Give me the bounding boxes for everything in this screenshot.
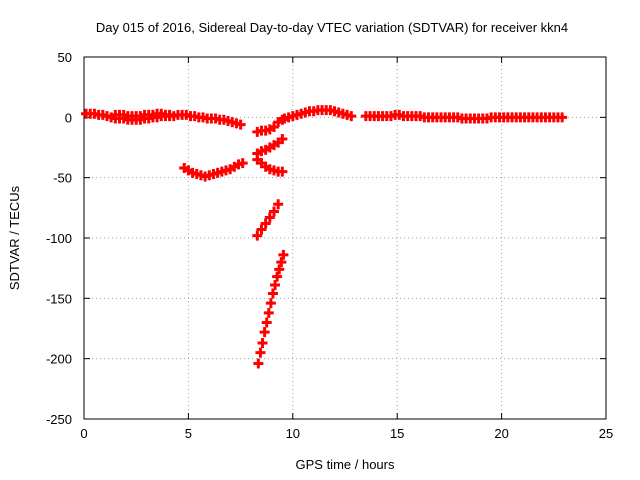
data-point: [274, 264, 285, 275]
series-2: [179, 158, 248, 182]
x-tick-label: 10: [286, 426, 300, 441]
series-1: [110, 108, 175, 122]
data-point: [260, 218, 271, 229]
y-tick-label: 0: [65, 110, 72, 125]
data-point: [252, 230, 263, 241]
series-9: [360, 109, 568, 124]
data-points: [81, 105, 568, 369]
data-point: [259, 327, 270, 338]
series-7: [253, 249, 289, 369]
x-tick-label: 25: [599, 426, 613, 441]
y-tick-label: -200: [46, 352, 72, 367]
data-point: [253, 358, 264, 369]
data-point: [257, 337, 268, 348]
series-8: [279, 105, 357, 124]
series-6: [252, 199, 284, 241]
data-point: [265, 298, 276, 309]
x-tick-label: 5: [185, 426, 192, 441]
chart-title: Day 015 of 2016, Sidereal Day-to-day VTE…: [96, 20, 568, 35]
data-point: [278, 249, 289, 260]
y-tick-label: 50: [58, 50, 72, 65]
data-point: [277, 166, 288, 177]
axis-ticks: 0 5 10 15 20 25 -250 -200 -150 -100 -50 0 50: [46, 50, 613, 441]
data-point: [276, 257, 287, 268]
y-axis-label: SDTVAR / TECUs: [7, 185, 22, 290]
data-point: [267, 288, 278, 299]
y-tick-label: -100: [46, 231, 72, 246]
data-point: [346, 111, 357, 122]
data-point: [235, 119, 246, 130]
x-axis-label: GPS time / hours: [296, 457, 395, 472]
data-point: [269, 206, 280, 217]
plot-frame: [83, 56, 607, 420]
y-tick-label: -250: [46, 412, 72, 427]
data-point: [263, 307, 274, 318]
data-point: [237, 158, 248, 169]
series-5: [252, 154, 288, 177]
data-point: [256, 224, 267, 235]
y-tick-label: -50: [53, 171, 72, 186]
data-point: [164, 109, 175, 120]
data-point: [273, 199, 284, 210]
data-point: [264, 212, 275, 223]
data-point: [255, 347, 266, 358]
data-point: [557, 112, 568, 123]
data-point: [277, 134, 288, 145]
y-tick-label: -150: [46, 291, 72, 306]
x-tick-label: 20: [494, 426, 508, 441]
x-tick-label: 15: [390, 426, 404, 441]
data-point: [270, 280, 281, 291]
series-0: [81, 108, 246, 130]
series-4: [252, 134, 288, 159]
data-point: [261, 317, 272, 328]
x-tick-label: 0: [80, 426, 87, 441]
data-point: [272, 271, 283, 282]
